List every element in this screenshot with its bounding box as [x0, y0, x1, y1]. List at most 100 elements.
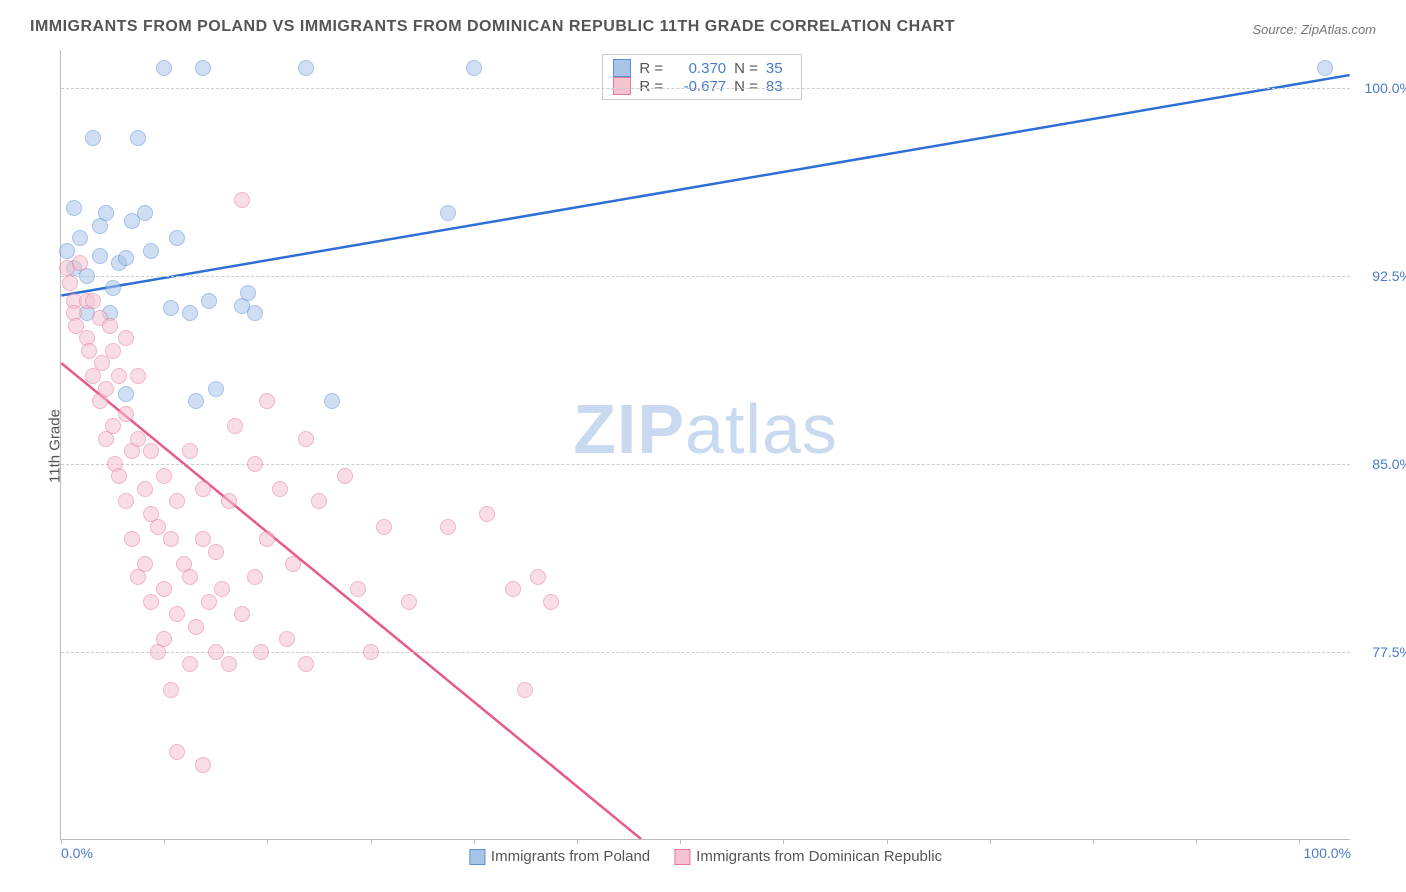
x-tick-mark: [474, 839, 475, 844]
y-tick-label: 77.5%: [1357, 644, 1406, 660]
data-point: [130, 368, 146, 384]
data-point: [92, 248, 108, 264]
data-point: [118, 493, 134, 509]
data-point: [259, 393, 275, 409]
data-point: [130, 431, 146, 447]
data-point: [363, 644, 379, 660]
gridline: [61, 88, 1350, 89]
data-point: [298, 431, 314, 447]
x-tick-mark: [1299, 839, 1300, 844]
data-point: [188, 619, 204, 635]
x-tick-mark: [990, 839, 991, 844]
x-tick-mark: [1093, 839, 1094, 844]
data-point: [240, 285, 256, 301]
data-point: [440, 205, 456, 221]
data-point: [253, 644, 269, 660]
source-attribution: Source: ZipAtlas.com: [1252, 22, 1376, 37]
data-point: [111, 368, 127, 384]
data-point: [169, 493, 185, 509]
data-point: [156, 581, 172, 597]
y-tick-label: 92.5%: [1357, 268, 1406, 284]
data-point: [479, 506, 495, 522]
data-point: [163, 682, 179, 698]
data-point: [247, 569, 263, 585]
data-point: [195, 60, 211, 76]
data-point: [62, 275, 78, 291]
data-point: [195, 481, 211, 497]
data-point: [208, 544, 224, 560]
x-tick-label-right: 100.0%: [1304, 845, 1351, 861]
data-point: [156, 60, 172, 76]
data-point: [156, 468, 172, 484]
data-point: [59, 243, 75, 259]
data-point: [234, 606, 250, 622]
data-point: [201, 594, 217, 610]
data-point: [298, 60, 314, 76]
legend-n-value: 83: [766, 78, 791, 95]
data-point: [105, 418, 121, 434]
data-point: [137, 481, 153, 497]
x-tick-mark: [267, 839, 268, 844]
legend-swatch: [674, 849, 690, 865]
data-point: [337, 468, 353, 484]
legend-swatch: [613, 77, 631, 95]
data-point: [163, 531, 179, 547]
watermark-bold: ZIP: [573, 390, 685, 468]
data-point: [137, 556, 153, 572]
series-legend: Immigrants from Poland Immigrants from Do…: [469, 848, 942, 865]
data-point: [214, 581, 230, 597]
data-point: [311, 493, 327, 509]
data-point: [118, 330, 134, 346]
data-point: [118, 406, 134, 422]
data-point: [102, 318, 118, 334]
data-point: [124, 531, 140, 547]
legend-r-value: -0.677: [671, 78, 726, 95]
legend-r-label: R =: [639, 78, 663, 95]
x-tick-mark: [887, 839, 888, 844]
legend-swatch: [469, 849, 485, 865]
watermark-text: ZIPatlas: [573, 389, 838, 469]
x-tick-mark: [577, 839, 578, 844]
data-point: [195, 757, 211, 773]
x-tick-mark: [680, 839, 681, 844]
chart-title: IMMIGRANTS FROM POLAND VS IMMIGRANTS FRO…: [30, 18, 955, 36]
legend-n-label: N =: [734, 78, 758, 95]
data-point: [66, 200, 82, 216]
data-point: [81, 343, 97, 359]
data-point: [182, 443, 198, 459]
data-point: [182, 656, 198, 672]
data-point: [530, 569, 546, 585]
data-point: [143, 243, 159, 259]
data-point: [118, 386, 134, 402]
data-point: [98, 381, 114, 397]
legend-n-value: 35: [766, 60, 791, 77]
data-point: [543, 594, 559, 610]
data-point: [105, 343, 121, 359]
x-tick-mark: [164, 839, 165, 844]
data-point: [143, 443, 159, 459]
data-point: [163, 300, 179, 316]
data-point: [227, 418, 243, 434]
data-point: [105, 280, 121, 296]
x-tick-mark: [371, 839, 372, 844]
legend-item: Immigrants from Poland: [469, 848, 650, 865]
data-point: [247, 456, 263, 472]
data-point: [169, 744, 185, 760]
data-point: [272, 481, 288, 497]
x-tick-mark: [61, 839, 62, 844]
data-point: [72, 255, 88, 271]
legend-series-name: Immigrants from Dominican Republic: [696, 848, 942, 865]
data-point: [169, 606, 185, 622]
gridline: [61, 276, 1350, 277]
data-point: [72, 230, 88, 246]
x-tick-label-left: 0.0%: [61, 845, 93, 861]
data-point: [195, 531, 211, 547]
data-point: [376, 519, 392, 535]
data-point: [182, 305, 198, 321]
legend-r-value: 0.370: [671, 60, 726, 77]
data-point: [156, 631, 172, 647]
data-point: [111, 468, 127, 484]
legend-r-label: R =: [639, 60, 663, 77]
data-point: [401, 594, 417, 610]
data-point: [505, 581, 521, 597]
